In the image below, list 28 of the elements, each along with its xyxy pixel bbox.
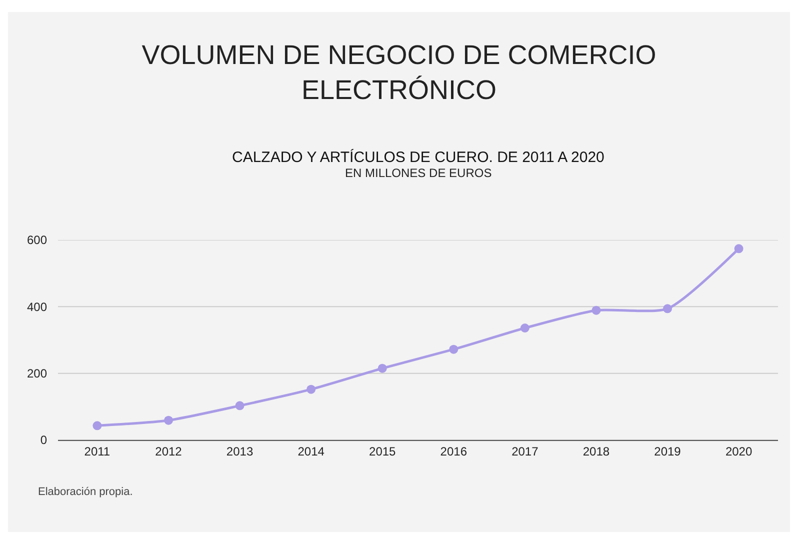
x-tick-label: 2015 xyxy=(369,444,396,458)
x-tick-label: 2020 xyxy=(725,444,752,458)
x-tick-label: 2019 xyxy=(654,444,682,458)
y-tick-label: 400 xyxy=(26,300,48,314)
x-tick-label: 2014 xyxy=(298,444,325,458)
x-tick-label: 2018 xyxy=(582,444,610,458)
y-tick-label: 200 xyxy=(26,366,48,381)
text: Elaboración propia. xyxy=(38,486,133,498)
text: EN MILLONES DE EUROS xyxy=(345,166,492,180)
x-tick-label: 2011 xyxy=(84,444,110,458)
point xyxy=(520,324,530,332)
point xyxy=(734,244,744,254)
point xyxy=(235,401,244,410)
x-tick-label: 2013 xyxy=(226,444,254,458)
x-tick-label: 2016 xyxy=(440,444,468,458)
chart-title: VOLUMEN DE NEGOCIO DE COMERCIO ELECTRÓNICO xyxy=(142,40,656,106)
point xyxy=(306,384,316,394)
point xyxy=(592,306,601,315)
chart-subtitle: CALZADO Y ARTÍCULOS DE CUERO. DE 2011 A 2020 xyxy=(232,148,604,166)
y-tick-label: 600 xyxy=(26,233,48,248)
y-tick-label: 0 xyxy=(40,433,48,448)
point xyxy=(663,304,672,314)
point xyxy=(92,421,102,430)
x-tick-label: 2012 xyxy=(155,444,182,458)
x-tick-label: 2017 xyxy=(512,444,539,458)
point xyxy=(378,364,387,373)
point xyxy=(164,416,173,425)
point xyxy=(449,344,458,354)
